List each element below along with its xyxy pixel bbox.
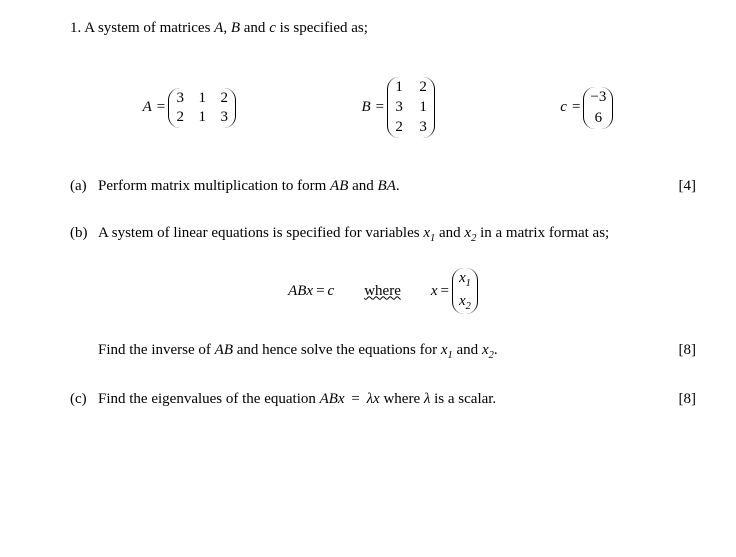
matrix-c: c = −3 6 (560, 87, 613, 129)
xdef-lhs: x (431, 283, 438, 300)
part-c-label: (c) (70, 391, 98, 408)
part-c-text: Find the eigenvalues of the equation ABx… (98, 391, 666, 408)
x-row1: x2 (459, 293, 471, 312)
equals-sign: = (316, 283, 324, 300)
matA-r1c1: 1 (197, 109, 207, 126)
part-b-marks: [8] (666, 342, 696, 361)
equals-sign: = (441, 283, 449, 300)
equals-sign: = (376, 99, 384, 116)
matC-r0: −3 (590, 89, 606, 106)
question-number: 1. (70, 20, 81, 36)
matB-r1c1: 1 (418, 99, 428, 116)
part-b-find: Find the inverse of AB and hence solve t… (70, 342, 696, 361)
part-a-text: Perform matrix multiplication to form AB… (98, 178, 666, 195)
x-vector-paren: x1 x2 (452, 268, 478, 314)
matA-r1c0: 2 (175, 109, 185, 126)
matrices-row: A = 3 1 2 2 1 3 B = 1 2 3 (80, 77, 676, 138)
eq-lhs: ABx (288, 283, 313, 300)
where-label: where (364, 283, 401, 300)
matB-r0c1: 2 (418, 79, 428, 96)
matrix-B: B = 1 2 3 1 2 3 (361, 77, 435, 138)
matB-r0c0: 1 (394, 79, 404, 96)
matrix-B-label: B (361, 99, 370, 116)
question-page: 1. A system of matrices A, B and c is sp… (0, 0, 736, 428)
matrix-B-paren: 1 2 3 1 2 3 (387, 77, 435, 138)
matA-r0c0: 3 (175, 90, 185, 107)
equals-sign: = (157, 99, 165, 116)
part-c-marks: [8] (666, 391, 696, 408)
matA-r0c2: 2 (219, 90, 229, 107)
x-row0: x1 (459, 270, 471, 289)
matB-r2c0: 2 (394, 119, 404, 136)
matrix-A-paren: 3 1 2 2 1 3 (168, 88, 236, 128)
matrix-A-label: A (143, 99, 152, 116)
part-a: (a) Perform matrix multiplication to for… (70, 178, 696, 195)
matrix-c-label: c (560, 99, 567, 116)
matC-r1: 6 (590, 110, 606, 127)
matB-r1c0: 3 (394, 99, 404, 116)
question-intro: A system of matrices A, B and c is speci… (84, 20, 368, 36)
part-c: (c) Find the eigenvalues of the equation… (70, 391, 696, 408)
matA-r0c1: 1 (197, 90, 207, 107)
matA-r1c2: 3 (219, 109, 229, 126)
matB-r2c1: 3 (418, 119, 428, 136)
part-b-equation: ABx = c where x = x1 x2 (70, 268, 696, 314)
matrix-c-paren: −3 6 (583, 87, 613, 129)
question-heading: 1. A system of matrices A, B and c is sp… (70, 20, 696, 37)
part-a-label: (a) (70, 178, 98, 195)
eq-rhs: c (328, 283, 335, 300)
matrix-A: A = 3 1 2 2 1 3 (143, 88, 237, 128)
part-b-find-text: Find the inverse of AB and hence solve t… (98, 342, 666, 361)
part-b-label: (b) (70, 225, 98, 244)
part-b: (b) A system of linear equations is spec… (70, 225, 696, 244)
part-b-marks-top (666, 225, 696, 244)
part-b-text: A system of linear equations is specifie… (98, 225, 666, 244)
part-a-marks: [4] (666, 178, 696, 195)
equals-sign: = (572, 99, 580, 116)
